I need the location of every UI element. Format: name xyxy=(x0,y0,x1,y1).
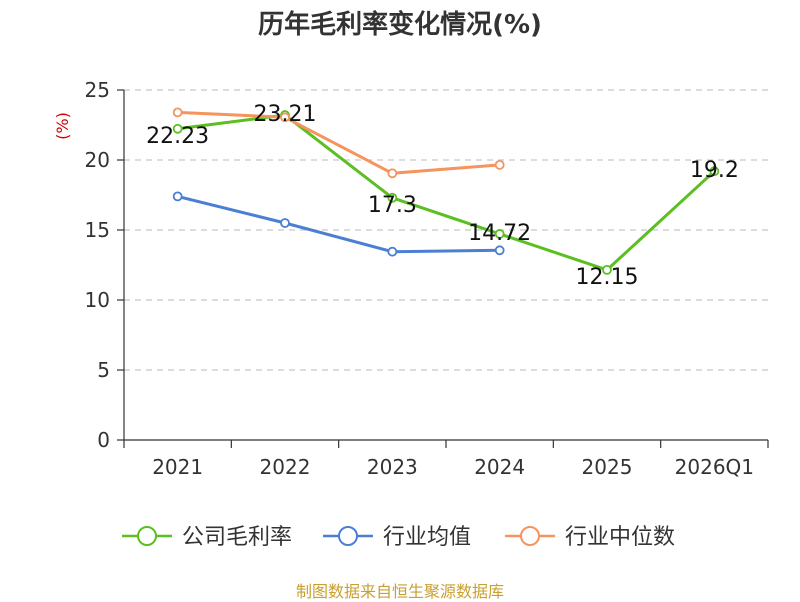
series-1 xyxy=(172,191,505,257)
data-point xyxy=(387,168,398,179)
data-label: 14.72 xyxy=(468,221,531,246)
legend-swatch-marker xyxy=(137,526,157,546)
data-label: 22.23 xyxy=(146,124,209,149)
x-tick-label: 2026Q1 xyxy=(675,455,754,479)
series-line xyxy=(176,113,716,272)
y-tick-label: 15 xyxy=(85,218,110,242)
legend-label: 行业中位数 xyxy=(565,525,675,550)
y-tick-label: 5 xyxy=(97,358,110,382)
x-tick-label: 2024 xyxy=(474,455,525,479)
series-line xyxy=(176,194,502,254)
source-note: 制图数据来自恒生聚源数据库 xyxy=(295,582,504,601)
data-label: 12.15 xyxy=(576,265,639,290)
legend-label: 公司毛利率 xyxy=(182,525,292,550)
data-label: 17.3 xyxy=(368,193,417,218)
data-point xyxy=(280,218,290,228)
legend-item[interactable]: 行业均值 xyxy=(323,525,471,550)
legend-item[interactable]: 行业中位数 xyxy=(505,525,675,550)
legend-swatch-marker xyxy=(338,526,358,546)
series-lines xyxy=(172,107,720,275)
x-tick-label: 2025 xyxy=(582,455,633,479)
legend-item[interactable]: 公司毛利率 xyxy=(122,525,292,550)
y-tick-label: 10 xyxy=(85,288,110,312)
series-0 xyxy=(172,110,720,275)
data-point xyxy=(387,246,398,257)
series-line xyxy=(176,110,502,175)
y-tick-label: 25 xyxy=(85,78,110,102)
data-point xyxy=(172,107,183,118)
y-tick-label: 0 xyxy=(97,428,110,452)
x-tick-label: 2021 xyxy=(152,455,203,479)
data-point xyxy=(387,192,398,203)
data-point xyxy=(709,166,720,177)
x-tick-label: 2022 xyxy=(260,455,311,479)
data-labels: 22.23 23.21 17.3 14.72 12.15 19.2 xyxy=(146,102,739,290)
data-point xyxy=(494,245,505,256)
y-tick-label: 20 xyxy=(85,148,110,172)
grid-lines xyxy=(124,89,768,371)
y-axis-label: (%) xyxy=(53,112,72,140)
chart-title: 历年毛利率变化情况(%) xyxy=(258,10,542,40)
series-2 xyxy=(172,107,505,179)
data-label: 19.2 xyxy=(690,158,739,183)
data-point xyxy=(280,112,290,123)
data-point xyxy=(602,264,612,275)
data-point xyxy=(494,229,505,239)
data-label: 23.21 xyxy=(254,102,317,127)
legend[interactable]: 公司毛利率 行业均值 行业中位数 xyxy=(122,525,675,550)
data-point xyxy=(494,159,505,170)
data-point xyxy=(172,123,183,134)
data-point xyxy=(172,191,183,202)
legend-label: 行业均值 xyxy=(383,525,471,550)
x-tick-label: 2023 xyxy=(367,455,418,479)
legend-swatch-marker xyxy=(520,526,540,546)
